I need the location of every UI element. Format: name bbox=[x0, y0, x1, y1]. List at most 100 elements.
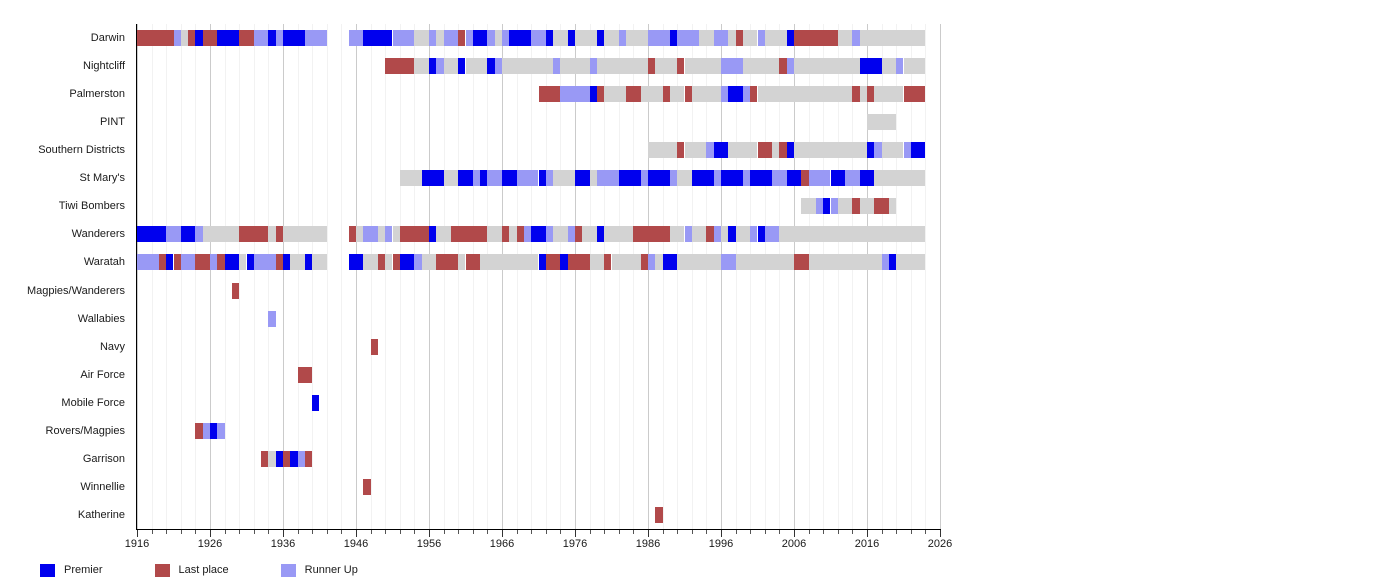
timeline-cell-last-place bbox=[202, 30, 218, 47]
legend-item-premier[interactable]: Premier bbox=[40, 563, 103, 577]
timeline-cell-premier bbox=[195, 30, 203, 47]
timeline-cell-participated bbox=[867, 114, 897, 131]
gridline-1950 bbox=[385, 24, 386, 529]
timeline-cell-premier bbox=[283, 254, 291, 271]
timeline-cell-runner-up bbox=[852, 30, 860, 47]
timeline-cell-participated bbox=[575, 30, 597, 47]
gridline-1998 bbox=[736, 24, 737, 529]
timeline-cell-premier bbox=[662, 254, 678, 271]
timeline-cell-participated bbox=[699, 30, 714, 47]
timeline-cell-participated bbox=[757, 86, 853, 103]
timeline-cell-premier bbox=[312, 394, 320, 411]
timeline-cell-runner-up bbox=[348, 30, 364, 47]
gridline-1994 bbox=[706, 24, 707, 529]
timeline-row bbox=[137, 30, 940, 47]
x-tick-1946 bbox=[356, 530, 357, 537]
timeline-cell-participated bbox=[684, 58, 721, 75]
gridline-1940 bbox=[312, 24, 313, 529]
timeline-cell-participated bbox=[553, 30, 568, 47]
timeline-cell-participated bbox=[779, 226, 926, 243]
timeline-cell-participated bbox=[290, 254, 305, 271]
timeline-cell-participated bbox=[202, 226, 240, 243]
timeline-cell-runner-up bbox=[516, 170, 539, 187]
timeline-cell-runner-up bbox=[363, 226, 378, 243]
gridline-2002 bbox=[765, 24, 766, 529]
gridline-1934 bbox=[268, 24, 269, 529]
gridline-1924 bbox=[195, 24, 196, 529]
x-tick-1948 bbox=[371, 530, 372, 534]
x-tick-1930 bbox=[239, 530, 240, 534]
x-tick-1964 bbox=[487, 530, 488, 534]
timeline-cell-last-place bbox=[575, 226, 583, 243]
timeline-cell-premier bbox=[669, 30, 678, 47]
timeline-cell-runner-up bbox=[304, 30, 327, 47]
x-axis-tick-label-1986: 1986 bbox=[635, 538, 661, 550]
y-axis-label-navy: Navy bbox=[99, 340, 125, 353]
timeline-cell-last-place bbox=[596, 86, 605, 103]
timeline-cell-runner-up bbox=[706, 142, 714, 159]
timeline-cell-runner-up bbox=[786, 58, 794, 75]
x-tick-1992 bbox=[692, 530, 693, 534]
legend-item-last-place[interactable]: Last place bbox=[154, 563, 229, 577]
timeline-cell-participated bbox=[502, 58, 554, 75]
timeline-cell-runner-up bbox=[253, 254, 276, 271]
timeline-cell-premier bbox=[458, 58, 466, 75]
timeline-cell-runner-up bbox=[589, 58, 597, 75]
gridline-2008 bbox=[809, 24, 810, 529]
timeline-cell-premier bbox=[691, 170, 714, 187]
timeline-cell-premier bbox=[531, 226, 546, 243]
timeline-cell-last-place bbox=[239, 226, 269, 243]
timeline-cell-last-place bbox=[275, 254, 283, 271]
x-tick-1918 bbox=[152, 530, 153, 534]
timeline-cell-participated bbox=[604, 30, 619, 47]
timeline-cell-participated bbox=[465, 58, 488, 75]
timeline-cell-premier bbox=[910, 142, 926, 159]
timeline-cell-last-place bbox=[750, 86, 758, 103]
timeline-cell-premier bbox=[560, 254, 568, 271]
y-axis-label-mobile-force: Mobile Force bbox=[61, 396, 125, 409]
gridline-1966 bbox=[502, 24, 503, 529]
timeline-cell-participated bbox=[677, 254, 721, 271]
timeline-cell-runner-up bbox=[173, 30, 181, 47]
timeline-cell-last-place bbox=[399, 58, 415, 75]
timeline-cell-last-place bbox=[794, 30, 802, 47]
gridline-1976 bbox=[575, 24, 576, 529]
timeline-cell-premier bbox=[137, 226, 167, 243]
x-axis-tick-label-1916: 1916 bbox=[124, 538, 150, 550]
timeline-cell-premier bbox=[180, 226, 196, 243]
gridline-1956 bbox=[429, 24, 430, 529]
x-axis-tick-label-2006: 2006 bbox=[781, 538, 807, 550]
timeline-cell-premier bbox=[786, 170, 802, 187]
x-tick-1928 bbox=[225, 530, 226, 534]
timeline-cell-participated bbox=[458, 254, 466, 271]
x-axis-tick-label-2016: 2016 bbox=[854, 538, 880, 550]
x-tick-1944 bbox=[341, 530, 342, 534]
timeline-cell-runner-up bbox=[728, 58, 743, 75]
timeline-cell-runner-up bbox=[545, 170, 554, 187]
gridline-1996 bbox=[721, 24, 722, 529]
timeline-cell-premier bbox=[290, 450, 298, 467]
gridline-1968 bbox=[517, 24, 518, 529]
x-axis-ticks bbox=[137, 530, 941, 538]
timeline-cell-last-place bbox=[239, 30, 254, 47]
timeline-cell-runner-up bbox=[764, 226, 780, 243]
timeline-cell-last-place bbox=[567, 254, 590, 271]
timeline-cell-runner-up bbox=[392, 30, 415, 47]
timeline-cell-participated bbox=[604, 226, 634, 243]
x-tick-1922 bbox=[181, 530, 182, 534]
timeline-row bbox=[137, 478, 940, 495]
timeline-cell-last-place bbox=[801, 30, 816, 47]
timeline-cell-participated bbox=[691, 86, 721, 103]
timeline-cell-participated bbox=[735, 226, 751, 243]
gridline-1916 bbox=[137, 24, 138, 529]
y-axis-label-katherine: Katherine bbox=[77, 508, 125, 521]
timeline-cell-participated bbox=[399, 170, 422, 187]
x-tick-2010 bbox=[823, 530, 824, 534]
y-axis-label-tiwi-bombers: Tiwi Bombers bbox=[58, 200, 125, 213]
legend-item-runner-up[interactable]: Runner Up bbox=[280, 563, 358, 577]
timeline-cell-last-place bbox=[757, 142, 773, 159]
timeline-cell-runner-up bbox=[253, 30, 269, 47]
timeline-row bbox=[137, 142, 940, 159]
timeline-cell-runner-up bbox=[721, 254, 736, 271]
timeline-cell-runner-up bbox=[275, 30, 283, 47]
